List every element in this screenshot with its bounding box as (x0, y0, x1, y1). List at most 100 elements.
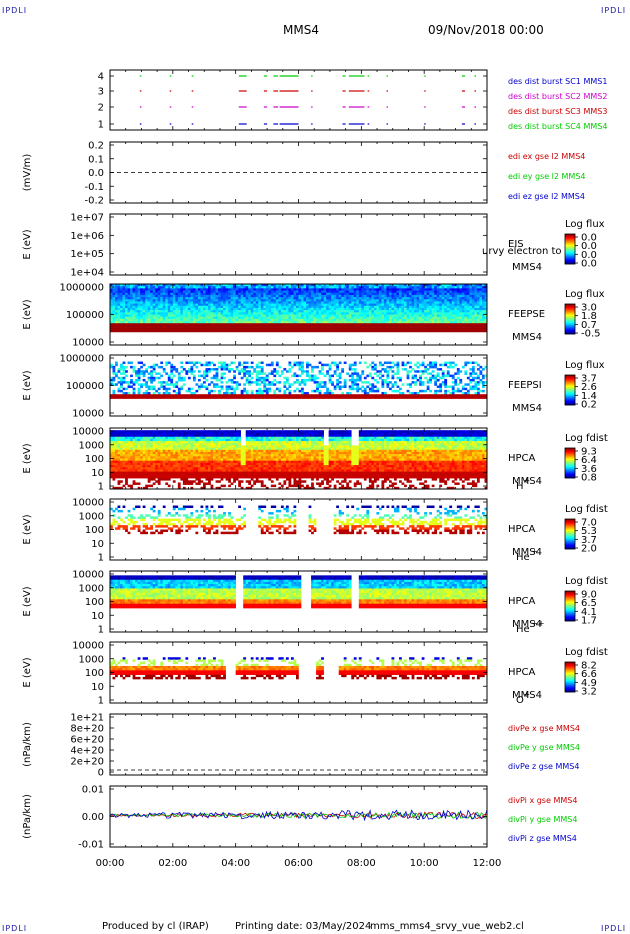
colorbar-tick-label: 1.7 (581, 616, 597, 627)
legend-entry: divPi z gse MMS4 (508, 834, 577, 843)
legend-entry: edi ez gse l2 MMS4 (508, 192, 585, 201)
legend-entry: des dist burst SC1 MMS1 (508, 77, 607, 86)
y-tick-label: 1 (98, 625, 104, 636)
corner-label-top-left: IPDLI (2, 6, 28, 15)
divpi-series-1 (109, 811, 488, 820)
species-label: He (516, 552, 530, 563)
spacecraft-label: MMS4 (512, 403, 542, 414)
colorbar (564, 233, 576, 265)
y-tick-label: 6e+20 (70, 735, 104, 746)
y-tick-label: 1 (98, 553, 104, 564)
y-tick-label: 1000 (79, 583, 104, 594)
colorbar-tick-label: 9.3 (581, 447, 597, 458)
y-tick-label: 0 (98, 768, 104, 779)
colorbar-tick-label: 0.7 (581, 320, 597, 331)
x-tick-label: 10:00 (410, 858, 439, 869)
y-tick-label: 0.00 (82, 812, 104, 823)
legend-entry: divPi x gse MMS4 (508, 796, 577, 805)
colorbar-tick-label: 7.0 (581, 518, 597, 529)
spacecraft-title: MMS4 (283, 23, 319, 37)
legend-entry: divPi y gse MMS4 (508, 815, 577, 824)
y-tick-label: 10 (91, 682, 104, 693)
y-axis-label: E (eV) (22, 229, 33, 259)
colorbar-title: Log flux (565, 289, 605, 300)
y-tick-label: 1e+21 (70, 713, 104, 724)
y-axis-label: E (eV) (22, 443, 33, 473)
y-tick-label: 10000 (72, 498, 104, 509)
y-tick-label: 1e+06 (70, 231, 104, 242)
legend-entry: des dist burst SC3 MMS3 (508, 107, 607, 116)
y-tick-label: 100 (85, 668, 104, 679)
colorbar-tick-label: 0.2 (581, 400, 597, 411)
y-tick-label: 100000 (66, 310, 104, 321)
y-tick-label: 1000000 (59, 354, 104, 365)
y-axis-label: E (eV) (22, 586, 33, 616)
species-charge-label: + (531, 547, 538, 556)
y-axis-label: (mV/m) (22, 154, 33, 192)
spectrogram-hpca_o (110, 657, 488, 680)
y-tick-label: 0.0 (88, 168, 104, 179)
y-axis-label: E (eV) (22, 370, 33, 400)
species-label: H (516, 481, 524, 492)
colorbar (564, 303, 576, 335)
y-tick-label: 10 (91, 611, 104, 622)
colorbar-tick-label: 1.4 (581, 391, 597, 402)
y-tick-label: 1e+07 (70, 213, 104, 224)
legend-entry: des dist burst SC2 MMS2 (508, 92, 607, 101)
panel-burst: 4 3 2 1 des dist burst SC1 MMS1 des dist burs… (98, 69, 607, 131)
colorbar-tick-label: 0.0 (581, 233, 597, 244)
spectrogram-feepsi (110, 361, 488, 399)
y-tick-label: -0.01 (78, 840, 104, 851)
y-tick-label: 1000 (79, 440, 104, 451)
colorbar (564, 447, 576, 479)
x-tick-label: 00:00 (96, 858, 125, 869)
legend-entry: des dist burst SC4 MMS4 (508, 122, 607, 131)
corner-label-bottom-left: IPDLI (2, 924, 28, 933)
colorbar-title: Log fdist (565, 647, 608, 658)
panel-frame (109, 713, 488, 776)
y-axis-label: (nPa/km) (22, 794, 33, 839)
panel-frame (109, 69, 488, 131)
panel-divpi: 0.01 0.00 -0.01 (nPa/km) divPi x gse MMS4 div… (22, 785, 577, 851)
colorbar-tick-label: 9.0 (581, 590, 597, 601)
panel-feepsi: 1000000 100000 10000 E (eV) FEEPSI MMS4 Log fl… (22, 354, 605, 420)
y-tick-label: 10000 (72, 641, 104, 652)
colorbar (564, 518, 576, 550)
colorbar-tick-label: 0.0 (581, 250, 597, 261)
y-tick-label: 10 (91, 468, 104, 479)
y-tick-label: 1000000 (59, 283, 104, 294)
y-tick-label: 0.1 (88, 154, 104, 165)
legend-entry: edi ex gse l2 MMS4 (508, 152, 585, 161)
y-tick-label: 2e+20 (70, 757, 104, 768)
x-tick-label: 04:00 (221, 858, 250, 869)
y-tick-label: 100000 (66, 381, 104, 392)
colorbar (564, 374, 576, 406)
y-tick-label: 1000 (79, 654, 104, 665)
y-axis-label: (nPa/km) (22, 722, 33, 767)
spectrogram-hpca_hepp (110, 575, 488, 609)
y-axis-label: E (eV) (22, 657, 33, 687)
spacecraft-label: MMS4 (512, 332, 542, 343)
colorbar-tick-label: -0.5 (581, 329, 601, 340)
y-axis-label: E (eV) (22, 514, 33, 544)
footer-printing-date: Printing date: 03/May/2024 (235, 921, 372, 932)
y-tick-label: 1 (98, 482, 104, 493)
colorbar (564, 590, 576, 622)
colorbar-tick-label: 0.8 (581, 473, 597, 484)
y-tick-label: 4e+20 (70, 746, 104, 757)
divpi-series-2 (109, 809, 488, 822)
spectrogram-feepse (110, 284, 488, 333)
colorbar-tick-label: 0.0 (581, 241, 597, 252)
colorbar-tick-label: 3.6 (581, 464, 597, 475)
colorbar-tick-label: 0.0 (581, 259, 597, 270)
panel-eis: 1e+07 1e+06 1e+05 1e+04 E (eV) EIS MMS4 urvy el… (22, 213, 605, 279)
y-tick-label: 10000 (72, 409, 104, 420)
colorbar-tick-label: 6.4 (581, 455, 597, 466)
colorbar-title: Log fdist (565, 504, 608, 515)
instrument-label: EIS (508, 239, 524, 250)
spacecraft-label: MMS4 (512, 262, 542, 273)
colorbar-tick-label: 2.0 (581, 544, 597, 555)
